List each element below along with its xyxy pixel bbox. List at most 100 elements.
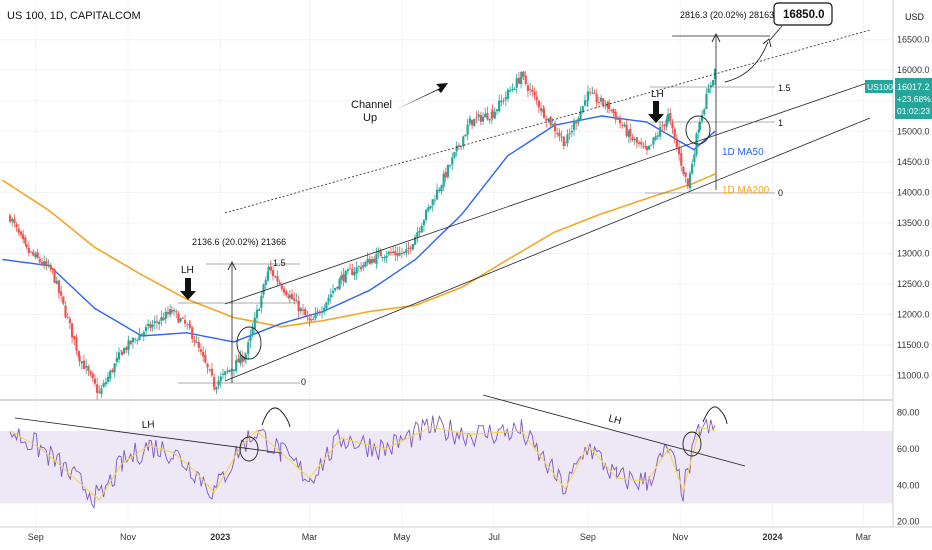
fib-1-5-right: 1.5	[778, 83, 791, 93]
candle-body	[654, 136, 657, 140]
channel-mid-line	[224, 81, 871, 305]
time-tick-label: Mar	[856, 532, 872, 542]
candle-body	[586, 100, 589, 102]
candle-body	[22, 234, 25, 240]
candle-body	[202, 352, 205, 357]
candle-body	[486, 113, 489, 120]
candle-body	[172, 309, 176, 312]
symbol-tag	[865, 80, 893, 93]
price-tick-label: 12000.0	[897, 310, 930, 320]
candle-body	[551, 124, 554, 127]
rsi-tick-label: 60.00	[897, 444, 920, 454]
candle-body	[221, 373, 225, 375]
candle-body	[398, 252, 401, 256]
candle-body	[98, 391, 101, 393]
candle-body	[663, 124, 666, 126]
candle-body	[627, 130, 630, 138]
candle-body	[151, 324, 154, 328]
candle-body	[556, 133, 559, 135]
candle-body	[531, 89, 534, 92]
candle-body	[671, 122, 674, 129]
breakout-circle-right	[685, 115, 711, 145]
candle-body	[325, 302, 328, 309]
candle-body	[232, 369, 236, 371]
candle-body	[153, 321, 156, 324]
candle-body	[435, 189, 439, 200]
candle-body	[219, 376, 222, 382]
candle-body	[535, 96, 538, 101]
candle-body	[682, 166, 685, 174]
fib-0-left: 0	[301, 377, 306, 387]
candle-body	[195, 341, 198, 344]
candle-body	[366, 258, 369, 263]
candle-body	[383, 257, 386, 259]
price-badge: US100 16017.2 +23.68% 01:02:23	[865, 78, 932, 119]
lh-arrow-left	[180, 278, 196, 300]
candle-body	[299, 308, 302, 312]
candle-body	[500, 100, 503, 103]
candle-body	[545, 118, 548, 121]
candle-body	[308, 318, 311, 321]
candle-body	[446, 165, 450, 177]
lh-arrow-right	[648, 101, 664, 123]
candle-body	[288, 295, 291, 298]
time-tick-label: Nov	[120, 532, 137, 542]
candle-body	[444, 172, 447, 178]
candle-body	[635, 137, 638, 143]
candle-body	[392, 251, 395, 253]
candle-body	[11, 219, 14, 222]
candle-body	[448, 165, 452, 166]
candle-body	[667, 114, 670, 122]
candle-body	[280, 285, 283, 290]
candle-body	[149, 324, 152, 329]
candle-body	[589, 92, 592, 94]
candle-body	[570, 131, 573, 133]
candle-body	[93, 378, 97, 384]
candle-body	[425, 209, 428, 220]
channel-arrow	[395, 83, 448, 110]
candle-body	[102, 383, 105, 387]
candle-body	[644, 145, 647, 148]
candle-body	[29, 251, 33, 253]
candle-body	[427, 207, 430, 211]
fib-1-5-left: 1.5	[273, 258, 286, 268]
fib-1-right: 1	[778, 118, 783, 128]
rsi-lh-label-right: LH	[607, 413, 622, 427]
candle-body	[15, 224, 18, 228]
candle-body	[175, 311, 178, 313]
candle-body	[691, 163, 694, 174]
time-axis: Sep Nov 2023 Mar May Jul Sep Nov 2024 Mar	[0, 526, 932, 542]
candle-body	[186, 324, 189, 326]
candle-body	[45, 261, 48, 266]
candle-body	[511, 88, 514, 90]
candle-body	[400, 253, 404, 254]
candle-body	[475, 116, 478, 118]
candle-body	[656, 135, 659, 137]
candle-body	[677, 147, 681, 155]
price-tick-label: 12500.0	[897, 279, 930, 289]
candle-body	[581, 106, 584, 113]
candle-body	[309, 319, 313, 321]
candle-body	[564, 144, 567, 146]
candle-body	[464, 134, 467, 137]
candle-body	[318, 312, 321, 314]
time-tick-label: 2024	[762, 532, 782, 542]
candle-body	[661, 125, 664, 127]
candle-body	[51, 268, 54, 270]
time-tick-label: Sep	[580, 532, 596, 542]
candle-body	[373, 258, 376, 263]
candle-body	[127, 340, 130, 351]
candle-body	[142, 332, 145, 336]
candle-body	[75, 337, 78, 351]
rsi-circle-right	[682, 431, 702, 457]
candle-body	[34, 253, 37, 257]
rsi-tick-label: 40.00	[897, 480, 920, 490]
candle-body	[529, 88, 532, 90]
candle-body	[181, 317, 184, 319]
candle-body	[495, 109, 499, 112]
candle-body	[247, 342, 250, 354]
candle-body	[278, 282, 281, 284]
rsi-line	[9, 415, 716, 510]
rsi-tick-label: 80.00	[897, 408, 920, 418]
